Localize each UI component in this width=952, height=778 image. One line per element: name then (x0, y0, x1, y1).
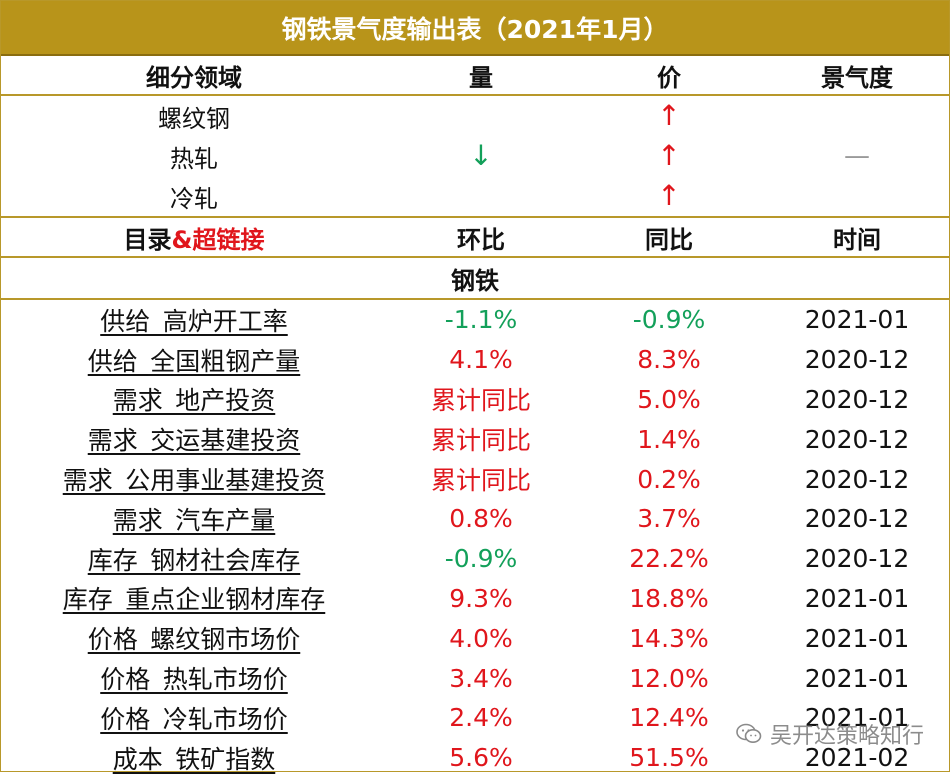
table-row: 库存_重点企业钢材库存 9.3% 18.8% 2021-01 (1, 579, 949, 619)
yoy-value: 22.2% (629, 544, 709, 574)
table-row: 需求_公用事业基建投资 累计同比 0.2% 2020-12 (1, 459, 949, 499)
time-value: 2020-12 (804, 384, 910, 414)
table-row: 库存_钢材社会库存 -0.9% 22.2% 2020-12 (1, 539, 949, 579)
indicator-link[interactable]: 库存_钢材社会库存 (87, 545, 301, 575)
header-row-segments: 细分领域 量 价 景气度 (1, 56, 949, 96)
neutral-dash-icon: — (844, 141, 870, 171)
mom-value: -0.9% (444, 544, 518, 574)
indicator-link[interactable]: 需求_汽车产量 (112, 505, 276, 535)
indicator-link[interactable]: 价格_热轧市场价 (100, 665, 288, 695)
indicator-link[interactable]: 库存_重点企业钢材库存 (62, 585, 326, 615)
table-row: 价格_热轧市场价 3.4% 12.0% 2021-01 (1, 658, 949, 698)
segment-name: 热轧 (170, 144, 218, 173)
table-row: 需求_交运基建投资 累计同比 1.4% 2020-12 (1, 419, 949, 459)
segment-block: 螺纹钢 ↑ 热轧 ↓ ↑ — 冷轧 ↑ (1, 96, 949, 216)
time-value: 2021-01 (804, 305, 910, 335)
time-value: 2021-01 (804, 703, 910, 733)
up-arrow-icon: ↑ (657, 99, 681, 132)
indicator-link[interactable]: 价格_冷轧市场价 (100, 704, 288, 734)
down-arrow-icon: ↓ (469, 139, 493, 172)
time-value: 2021-01 (804, 663, 910, 693)
header-segment: 细分领域 (146, 63, 242, 92)
table-row: 成本_铁矿指数 5.6% 51.5% 2021-02 (1, 738, 949, 778)
mom-value: 4.1% (449, 345, 513, 375)
indicator-link[interactable]: 需求_公用事业基建投资 (62, 466, 326, 496)
indicator-link[interactable]: 价格_螺纹钢市场价 (87, 625, 301, 655)
wechat-icon (736, 723, 762, 743)
mom-value: 累计同比 (430, 386, 531, 416)
time-value: 2020-12 (804, 345, 910, 375)
time-value: 2020-12 (804, 424, 910, 454)
yoy-value: 8.3% (637, 345, 701, 375)
mom-value: 4.0% (449, 623, 513, 653)
header-mom: 环比 (457, 225, 505, 254)
header-row-indicators: 目录&超链接 环比 同比 时间 (1, 216, 949, 258)
yoy-value: 12.0% (629, 663, 709, 693)
mom-value: 2.4% (449, 703, 513, 733)
header-yoy: 同比 (645, 225, 693, 254)
time-value: 2021-02 (804, 743, 910, 773)
time-value: 2020-12 (804, 464, 910, 494)
table-row: 需求_地产投资 累计同比 5.0% 2020-12 (1, 380, 949, 420)
table-title: 钢铁景气度输出表（2021年1月） (1, 1, 949, 56)
time-value: 2021-01 (804, 623, 910, 653)
mom-value: 累计同比 (430, 426, 531, 456)
header-volume: 量 (469, 63, 493, 92)
up-arrow-icon: ↑ (657, 139, 681, 172)
mom-value: -1.1% (444, 305, 518, 335)
yoy-value: 0.2% (637, 464, 701, 494)
group-label: 钢铁 (1, 258, 949, 300)
mom-value: 5.6% (449, 743, 513, 773)
yoy-value: -0.9% (632, 305, 706, 335)
mom-value: 9.3% (449, 583, 513, 613)
indicator-link[interactable]: 成本_铁矿指数 (112, 744, 276, 774)
yoy-value: 1.4% (637, 424, 701, 454)
yoy-value: 12.4% (629, 703, 709, 733)
header-sentiment: 景气度 (821, 63, 893, 92)
indicator-link[interactable]: 需求_交运基建投资 (87, 426, 301, 456)
time-value: 2020-12 (804, 544, 910, 574)
indicator-rows: 供给_高炉开工率 -1.1% -0.9% 2021-01 供给_全国粗钢产量 4.1% 8.… (1, 300, 949, 778)
mom-value: 累计同比 (430, 466, 531, 496)
indicator-link[interactable]: 供给_高炉开工率 (100, 306, 288, 336)
time-value: 2020-12 (804, 504, 910, 534)
segment-row: 冷轧 ↑ (1, 176, 949, 216)
segment-row: 螺纹钢 ↑ (1, 96, 949, 136)
indicator-link[interactable]: 供给_全国粗钢产量 (87, 346, 301, 376)
yoy-value: 3.7% (637, 504, 701, 534)
yoy-value: 18.8% (629, 583, 709, 613)
segment-name: 螺纹钢 (158, 104, 230, 133)
header-price: 价 (657, 63, 681, 92)
table-row: 需求_汽车产量 0.8% 3.7% 2020-12 (1, 499, 949, 539)
yoy-value: 14.3% (629, 623, 709, 653)
indicator-link[interactable]: 需求_地产投资 (112, 386, 276, 416)
watermark-text: 吴开达策略知行 (769, 724, 924, 749)
mom-value: 0.8% (449, 504, 513, 534)
yoy-value: 5.0% (637, 384, 701, 414)
segment-row: 热轧 ↓ ↑ — (1, 136, 949, 176)
table-row: 价格_冷轧市场价 2.4% 12.4% 2021-01 (1, 698, 949, 738)
header-time: 时间 (833, 225, 881, 254)
table-row: 价格_螺纹钢市场价 4.0% 14.3% 2021-01 (1, 618, 949, 658)
segment-name: 冷轧 (170, 184, 218, 213)
header-directory: 目录&超链接 (123, 225, 265, 254)
time-value: 2021-01 (804, 583, 910, 613)
table-row: 供给_全国粗钢产量 4.1% 8.3% 2020-12 (1, 340, 949, 380)
yoy-value: 51.5% (629, 743, 709, 773)
table-row: 供给_高炉开工率 -1.1% -0.9% 2021-01 (1, 300, 949, 340)
up-arrow-icon: ↑ (657, 179, 681, 212)
watermark: 吴开达策略知行 (736, 718, 924, 750)
mom-value: 3.4% (449, 663, 513, 693)
